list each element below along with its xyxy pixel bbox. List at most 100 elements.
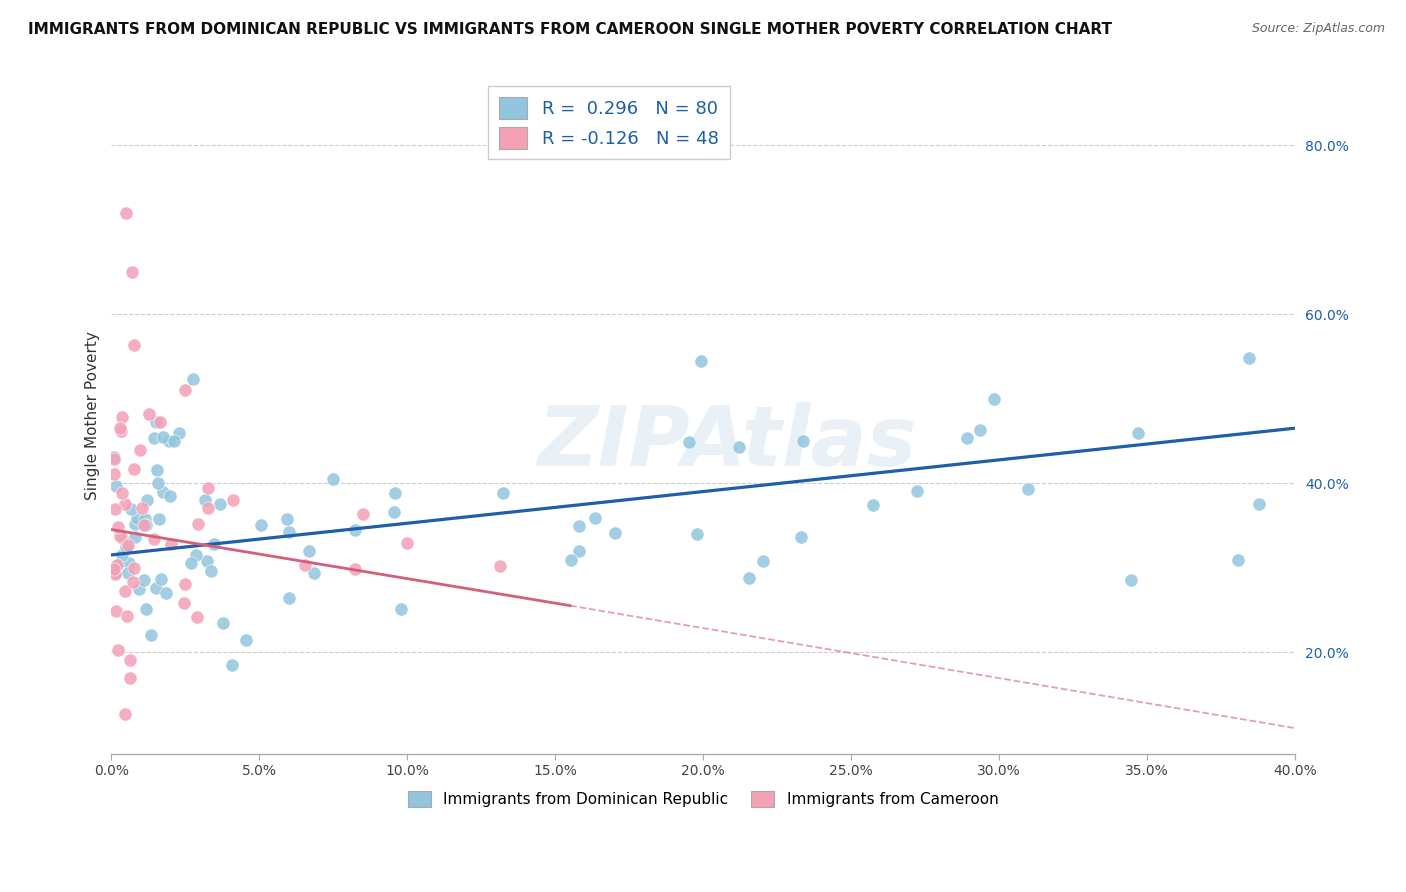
Point: [124, 530, 146, 544]
Point: [114, 497, 136, 511]
Point: [160, 537, 183, 551]
Point: [103, 562, 125, 576]
Point: [181, 372, 204, 386]
Point: [389, 601, 412, 615]
Point: [125, 511, 148, 525]
Point: [322, 471, 344, 485]
Point: [222, 492, 245, 507]
Point: [294, 558, 316, 572]
Point: [104, 566, 127, 581]
Point: [200, 564, 222, 578]
Point: [343, 523, 366, 537]
Point: [186, 517, 208, 532]
Point: [1227, 553, 1250, 567]
Point: [138, 408, 160, 422]
Point: [111, 409, 134, 424]
Point: [194, 492, 217, 507]
Point: [124, 517, 146, 532]
Point: [142, 533, 165, 547]
Point: [111, 486, 134, 500]
Point: [489, 558, 512, 573]
Point: [117, 538, 139, 552]
Point: [128, 582, 150, 596]
Point: [115, 205, 138, 219]
Point: [122, 338, 145, 352]
Point: [105, 479, 128, 493]
Point: [905, 484, 928, 499]
Point: [221, 658, 243, 673]
Point: [180, 556, 202, 570]
Point: [792, 434, 814, 448]
Point: [115, 608, 138, 623]
Point: [105, 565, 128, 579]
Point: [352, 507, 374, 521]
Point: [134, 512, 156, 526]
Point: [1128, 425, 1150, 440]
Point: [132, 517, 155, 532]
Point: [560, 553, 582, 567]
Point: [145, 416, 167, 430]
Point: [110, 421, 132, 435]
Y-axis label: Single Mother Poverty: Single Mother Poverty: [86, 331, 100, 500]
Point: [131, 500, 153, 515]
Point: [110, 424, 132, 438]
Point: [105, 558, 128, 573]
Point: [104, 502, 127, 516]
Point: [163, 434, 186, 449]
Point: [235, 632, 257, 647]
Point: [135, 492, 157, 507]
Point: [129, 443, 152, 458]
Text: Source: ZipAtlas.com: Source: ZipAtlas.com: [1251, 22, 1385, 36]
Point: [104, 604, 127, 618]
Point: [114, 583, 136, 598]
Point: [197, 482, 219, 496]
Point: [145, 582, 167, 596]
Point: [276, 511, 298, 525]
Point: [568, 544, 591, 558]
Point: [969, 423, 991, 437]
Point: [121, 265, 143, 279]
Text: ZIPAtlas: ZIPAtlas: [537, 402, 917, 483]
Point: [114, 706, 136, 721]
Point: [690, 354, 713, 368]
Point: [202, 536, 225, 550]
Point: [103, 450, 125, 465]
Point: [605, 526, 627, 541]
Point: [107, 643, 129, 657]
Point: [169, 426, 191, 441]
Point: [344, 562, 367, 576]
Point: [118, 556, 141, 570]
Point: [135, 518, 157, 533]
Point: [107, 520, 129, 534]
Point: [278, 591, 301, 605]
Point: [1237, 351, 1260, 365]
Point: [139, 628, 162, 642]
Point: [115, 541, 138, 555]
Point: [152, 430, 174, 444]
Point: [146, 463, 169, 477]
Point: [1017, 483, 1039, 497]
Point: [382, 505, 405, 519]
Point: [155, 586, 177, 600]
Point: [121, 574, 143, 589]
Point: [174, 383, 197, 397]
Point: [117, 566, 139, 581]
Point: [120, 502, 142, 516]
Point: [103, 467, 125, 481]
Point: [173, 596, 195, 610]
Point: [956, 430, 979, 444]
Point: [568, 519, 591, 533]
Point: [120, 653, 142, 667]
Point: [298, 543, 321, 558]
Point: [678, 435, 700, 450]
Point: [122, 561, 145, 575]
Point: [208, 497, 231, 511]
Point: [396, 536, 419, 550]
Point: [159, 489, 181, 503]
Point: [149, 415, 172, 429]
Point: [492, 486, 515, 500]
Point: [135, 602, 157, 616]
Point: [186, 610, 208, 624]
Point: [132, 573, 155, 587]
Point: [150, 572, 173, 586]
